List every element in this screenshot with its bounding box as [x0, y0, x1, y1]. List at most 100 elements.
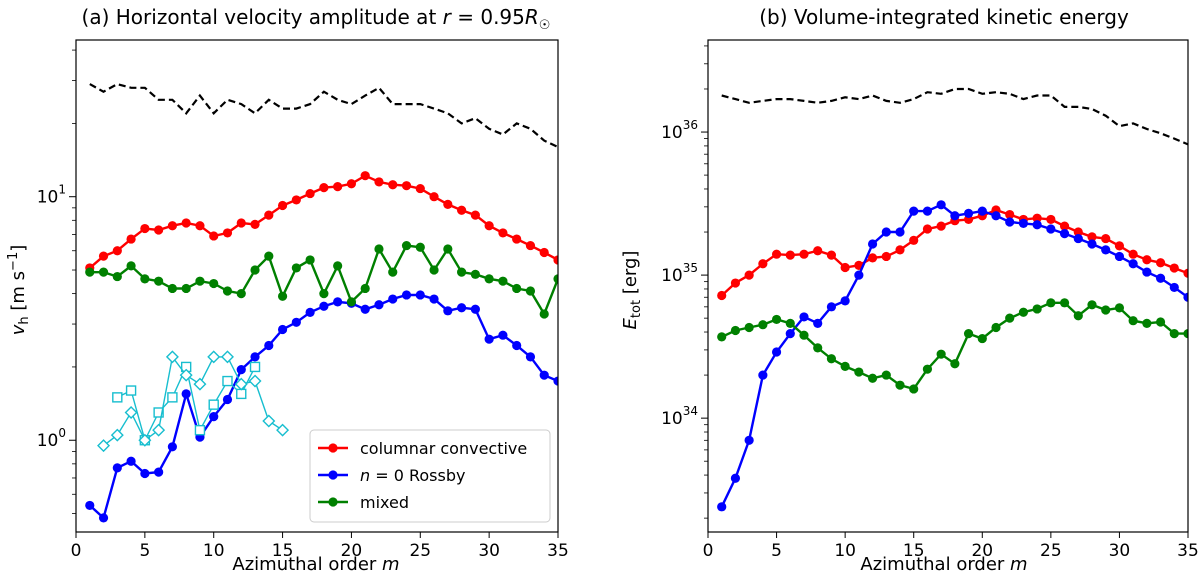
panel-b-rossby-point	[1169, 282, 1179, 293]
panel-a-cyan_diamonds-point	[262, 414, 276, 428]
panel-a-cyan_squares-point	[194, 424, 206, 436]
panel-b-mixed-point	[854, 367, 864, 377]
panel-a-convective-point	[291, 195, 301, 205]
panel-a-mixed-point	[346, 297, 357, 307]
panel-b-x-tick-label: 25	[1040, 541, 1062, 561]
panel-a-mixed-point	[305, 255, 315, 265]
panel-a-convective-point	[539, 247, 549, 258]
panel-a-cyan_diamonds-point	[207, 350, 221, 364]
panel-a-convective-point	[429, 192, 439, 202]
panel-a-mixed-point	[209, 278, 219, 289]
panel-b-mixed-point	[895, 380, 905, 390]
panel-a-mixed-point	[181, 283, 191, 294]
panel-b-mixed-point	[1059, 298, 1070, 308]
panel-a-cyan_squares-point	[236, 388, 247, 400]
panel-a-cyan_diamonds-point	[165, 350, 179, 364]
panel-a-mixed-point	[85, 267, 95, 277]
panel-b-convective-point	[895, 245, 905, 255]
panel-a-x-tick-label: 30	[478, 541, 500, 561]
panel-b-convective-point	[826, 250, 837, 260]
panel-a-convective-point	[222, 228, 233, 238]
panel-b-mixed-point	[963, 328, 974, 339]
panel-a-rossby-point	[512, 340, 522, 351]
panel-a-mixed-point	[553, 274, 558, 284]
panel-a-convective-point	[167, 221, 177, 231]
panel-b-mixed-point	[1018, 307, 1029, 317]
panel-a-mixed-point	[333, 261, 343, 271]
panel-a-cyan_diamonds-point	[276, 423, 290, 437]
panel-a-convective-point	[512, 234, 522, 244]
panel-a-mixed-point	[415, 242, 425, 252]
panel-b-rossby-point	[854, 270, 864, 280]
panel-a-legend: columnar convective n = 0 Rossby mixed	[309, 429, 551, 523]
panel-a-dashed-line	[89, 82, 558, 148]
panel-b-convective-point	[936, 221, 946, 231]
panel-b-mixed-point	[867, 373, 878, 383]
panel-a-x-tick-label: 15	[272, 541, 294, 561]
panel-a-mixed-point	[443, 244, 453, 254]
panel-a-mixed-point	[250, 265, 260, 275]
panel-a-rossby-point	[388, 294, 398, 304]
panel-a-cyan_diamonds-point	[124, 406, 138, 419]
panel-b-plot: 1034 1035 1036 0 5 10 15 20 25 30 35	[661, 39, 1199, 561]
panel-a-rossby-point	[140, 468, 150, 479]
panel-a-frame	[75, 39, 559, 533]
panel-b-mixed-point	[799, 330, 809, 340]
panel-a-mixed-point	[457, 267, 467, 277]
panel-b-mixed-point	[1155, 317, 1166, 327]
panel-b-rossby-point	[826, 302, 837, 312]
panel-a-x-tick-label: 35	[547, 541, 569, 561]
panel-a-mixed-point	[140, 274, 150, 284]
panel-b-rossby-point	[771, 347, 782, 357]
panel-a-rossby-point	[209, 412, 219, 422]
legend-convective-label: columnar convective	[360, 439, 527, 458]
panel-a-mixed-point	[388, 267, 398, 277]
panel-a-rossby-point	[222, 394, 233, 405]
panel-b-convective-point	[813, 246, 823, 256]
panel-a-rossby-point	[415, 290, 425, 300]
panel-a-mixed-point	[319, 289, 329, 299]
panel-b-rossby-point	[909, 206, 919, 216]
panel-a-convective-point	[346, 179, 357, 189]
panel-b-convective-point	[758, 259, 768, 269]
panel-a-cyan_diamonds-point	[193, 377, 207, 391]
panel-b-mixed-point	[826, 354, 837, 364]
panel-a-mixed-point	[498, 276, 508, 286]
panel-b-x-tick-label: 5	[771, 541, 782, 561]
panel-a-title: (a) Horizontal velocity amplitude at r =…	[82, 5, 551, 33]
panel-a-convective-point	[498, 228, 508, 238]
panel-b-mixed-point	[1046, 298, 1056, 308]
panel-b-mixed-point	[977, 333, 987, 344]
panel-a-x-tick-label: 20	[341, 541, 363, 561]
panel-b-x-tick-label: 35	[1177, 541, 1199, 561]
legend-mixed-marker	[328, 497, 338, 507]
panel-b-rossby-point	[1114, 251, 1125, 262]
panel-b-mixed-point	[1073, 311, 1083, 321]
panel-b-rossby-point	[1155, 273, 1166, 283]
panel-a-mixed-point	[195, 276, 205, 286]
panel-a-cyan_diamonds-point	[220, 350, 234, 364]
panel-b-mixed-point	[1087, 300, 1097, 310]
legend-rossby-label: n = 0 Rossby	[360, 466, 465, 485]
panel-a-mixed-point	[539, 309, 549, 319]
panel-b-convective-point	[1114, 241, 1125, 251]
panel-b-rossby-point	[785, 328, 795, 339]
legend-convective-marker	[328, 443, 338, 453]
panel-b-convective-point	[1142, 255, 1152, 265]
panel-a-convective-point	[98, 251, 109, 261]
panel-a-convective-point	[443, 199, 453, 209]
panel-b-convective-point	[1169, 263, 1179, 273]
panel-b-x-tick-label: 15	[903, 541, 925, 561]
panel-b-rossby-point	[1087, 239, 1097, 249]
panel-b-mixed-point	[1114, 303, 1125, 313]
panel-a-rossby-point	[277, 324, 288, 335]
panel-a-convective-point	[250, 219, 260, 229]
panel-a-convective-point	[305, 188, 315, 199]
panel-b-mixed-point	[785, 318, 795, 328]
panel-b-rossby-point	[881, 227, 891, 237]
panel-a-x-tick-label: 5	[139, 541, 150, 561]
panel-a-convective-point	[319, 182, 329, 193]
panel-a-convective-point	[140, 223, 150, 234]
panel-a-rossby-point	[181, 389, 191, 399]
panel-a-cyan_squares-point	[208, 399, 219, 410]
